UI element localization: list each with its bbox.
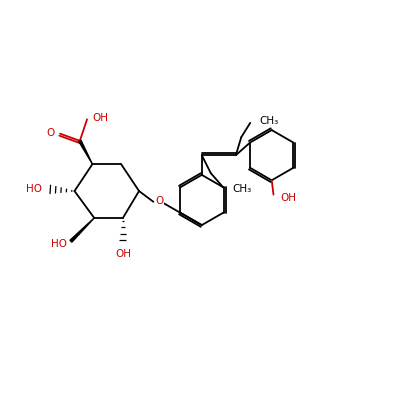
Text: OH: OH	[281, 193, 297, 203]
Text: HO: HO	[51, 239, 67, 249]
Text: HO: HO	[26, 184, 42, 194]
Polygon shape	[70, 218, 94, 242]
Text: CH₃: CH₃	[259, 116, 278, 126]
Text: O: O	[46, 128, 55, 138]
Text: CH₃: CH₃	[232, 184, 252, 194]
Text: O: O	[156, 196, 164, 206]
Text: OH: OH	[115, 250, 131, 260]
Text: OH: OH	[92, 112, 108, 122]
Polygon shape	[79, 140, 92, 164]
